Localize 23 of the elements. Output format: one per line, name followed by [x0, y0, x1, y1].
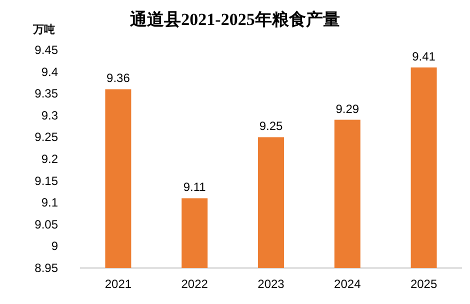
chart-title: 通道县2021-2025年粮食产量	[129, 10, 340, 29]
y-tick-label: 9.15	[34, 174, 58, 188]
y-tick-label: 8.95	[34, 261, 58, 275]
y-tick-label: 9.25	[34, 130, 58, 144]
y-tick-label: 9.4	[41, 64, 58, 79]
x-tick-label: 2022	[181, 277, 208, 291]
y-axis-title: 万吨	[32, 23, 55, 36]
y-tick-label: 9	[51, 239, 58, 254]
y-tick-label: 9.45	[34, 43, 58, 57]
x-tick-label: 2023	[258, 277, 285, 291]
x-tick-label: 2025	[410, 277, 438, 291]
y-tick-label: 9.05	[34, 217, 58, 232]
y-tick-label: 9.2	[41, 152, 58, 166]
data-label: 9.41	[412, 49, 436, 64]
y-tick-label: 9.35	[34, 86, 58, 101]
x-tick-label: 2021	[104, 277, 132, 291]
x-tick-label: 2024	[334, 277, 362, 291]
data-label: 9.25	[259, 119, 283, 134]
y-tick-label: 9.1	[41, 196, 58, 210]
data-label: 9.36	[106, 71, 130, 86]
y-tick-label: 9.3	[41, 108, 58, 122]
data-label: 9.11	[183, 180, 206, 194]
data-label: 9.29	[336, 102, 360, 116]
